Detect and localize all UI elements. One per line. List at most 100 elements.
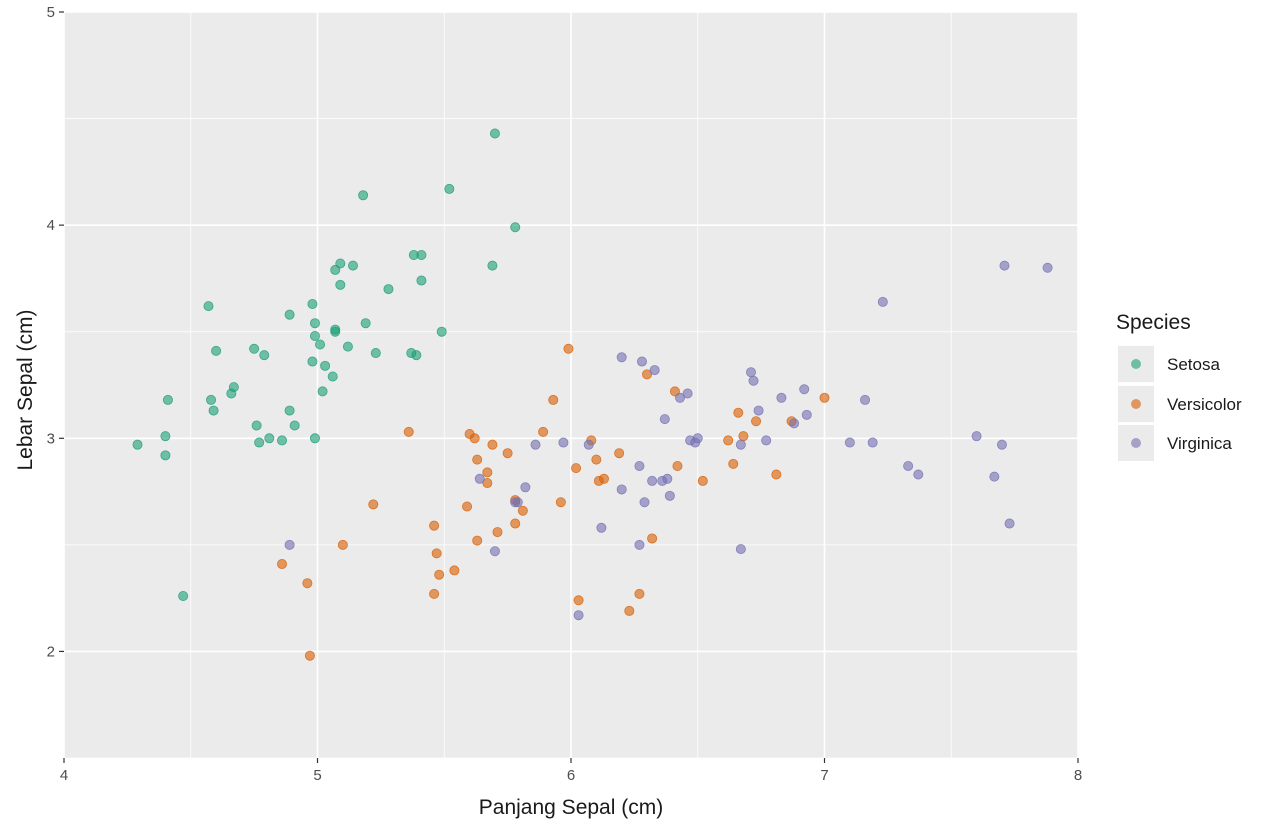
point-versicolor [548, 394, 559, 405]
point-setosa [208, 405, 219, 416]
point-versicolor [728, 458, 739, 469]
point-versicolor [563, 343, 574, 354]
x-axis-title: Panjang Sepal (cm) [479, 796, 663, 819]
point-virginica [284, 539, 295, 550]
point-virginica [776, 392, 787, 403]
point-versicolor [634, 588, 645, 599]
point-versicolor [482, 467, 493, 478]
axis-ticks: 4 5 6 7 8 2 3 4 5 [47, 4, 1083, 784]
point-virginica [913, 469, 924, 480]
point-setosa [411, 350, 422, 361]
point-versicolor [697, 475, 708, 486]
point-virginica [530, 439, 541, 450]
point-virginica [799, 384, 810, 395]
point-setosa [277, 435, 288, 446]
point-versicolor [469, 433, 480, 444]
point-virginica [801, 409, 812, 420]
point-setosa [360, 318, 371, 329]
point-versicolor [624, 605, 635, 616]
point-versicolor [672, 460, 683, 471]
point-setosa [284, 309, 295, 320]
legend-key-setosa [1131, 359, 1141, 369]
point-setosa [370, 348, 381, 359]
point-virginica [636, 356, 647, 367]
point-versicolor [598, 473, 609, 484]
point-setosa [335, 279, 346, 290]
legend-label-virginica: Virginica [1167, 434, 1232, 453]
point-versicolor [538, 426, 549, 437]
point-setosa [132, 439, 143, 450]
x-tick-label: 4 [60, 767, 68, 784]
y-tick-label: 2 [47, 643, 55, 660]
x-tick-label: 7 [820, 767, 828, 784]
point-setosa [444, 183, 455, 194]
point-virginica [860, 394, 871, 405]
point-versicolor [368, 499, 379, 510]
point-versicolor [302, 578, 313, 589]
point-virginica [634, 460, 645, 471]
point-virginica [844, 437, 855, 448]
point-setosa [203, 301, 214, 312]
point-versicolor [277, 559, 288, 570]
point-virginica [647, 475, 658, 486]
point-setosa [315, 339, 326, 350]
point-versicolor [304, 650, 315, 661]
point-virginica [583, 439, 594, 450]
point-versicolor [555, 497, 566, 508]
point-versicolor [429, 588, 440, 599]
point-setosa [317, 386, 328, 397]
point-virginica [489, 546, 500, 557]
point-virginica [634, 539, 645, 550]
point-setosa [342, 341, 353, 352]
point-setosa [259, 350, 270, 361]
point-virginica [753, 405, 764, 416]
point-virginica [662, 473, 673, 484]
point-virginica [761, 435, 772, 446]
point-versicolor [647, 533, 658, 544]
point-virginica [989, 471, 1000, 482]
point-virginica [1004, 518, 1015, 529]
point-setosa [309, 433, 320, 444]
point-versicolor [733, 407, 744, 418]
point-virginica [996, 439, 1007, 450]
point-setosa [330, 324, 341, 335]
point-virginica [789, 418, 800, 429]
point-versicolor [487, 439, 498, 450]
point-versicolor [819, 392, 830, 403]
point-setosa [307, 356, 318, 367]
grid [63, 11, 1079, 759]
point-setosa [206, 394, 217, 405]
point-virginica [682, 388, 693, 399]
point-virginica [971, 431, 982, 442]
point-virginica [520, 482, 531, 493]
point-versicolor [751, 416, 762, 427]
point-versicolor [337, 539, 348, 550]
legend-key-virginica [1131, 438, 1141, 448]
point-setosa [264, 433, 275, 444]
point-versicolor [517, 505, 528, 516]
point-versicolor [429, 520, 440, 531]
point-setosa [162, 394, 173, 405]
point-virginica [616, 352, 627, 363]
point-virginica [877, 296, 888, 307]
point-versicolor [472, 535, 483, 546]
point-versicolor [434, 569, 445, 580]
point-virginica [735, 544, 746, 555]
point-setosa [416, 249, 427, 260]
point-versicolor [738, 431, 749, 442]
point-versicolor [462, 501, 473, 512]
point-versicolor [482, 478, 493, 489]
y-tick-label: 4 [47, 217, 55, 234]
point-versicolor [403, 426, 414, 437]
y-tick-label: 3 [47, 430, 55, 447]
point-setosa [358, 190, 369, 201]
point-virginica [616, 484, 627, 495]
point-virginica [748, 375, 759, 386]
point-virginica [474, 473, 485, 484]
point-virginica [1042, 262, 1053, 273]
point-setosa [327, 371, 338, 382]
x-tick-label: 8 [1074, 767, 1082, 784]
point-versicolor [449, 565, 460, 576]
point-versicolor [472, 454, 483, 465]
